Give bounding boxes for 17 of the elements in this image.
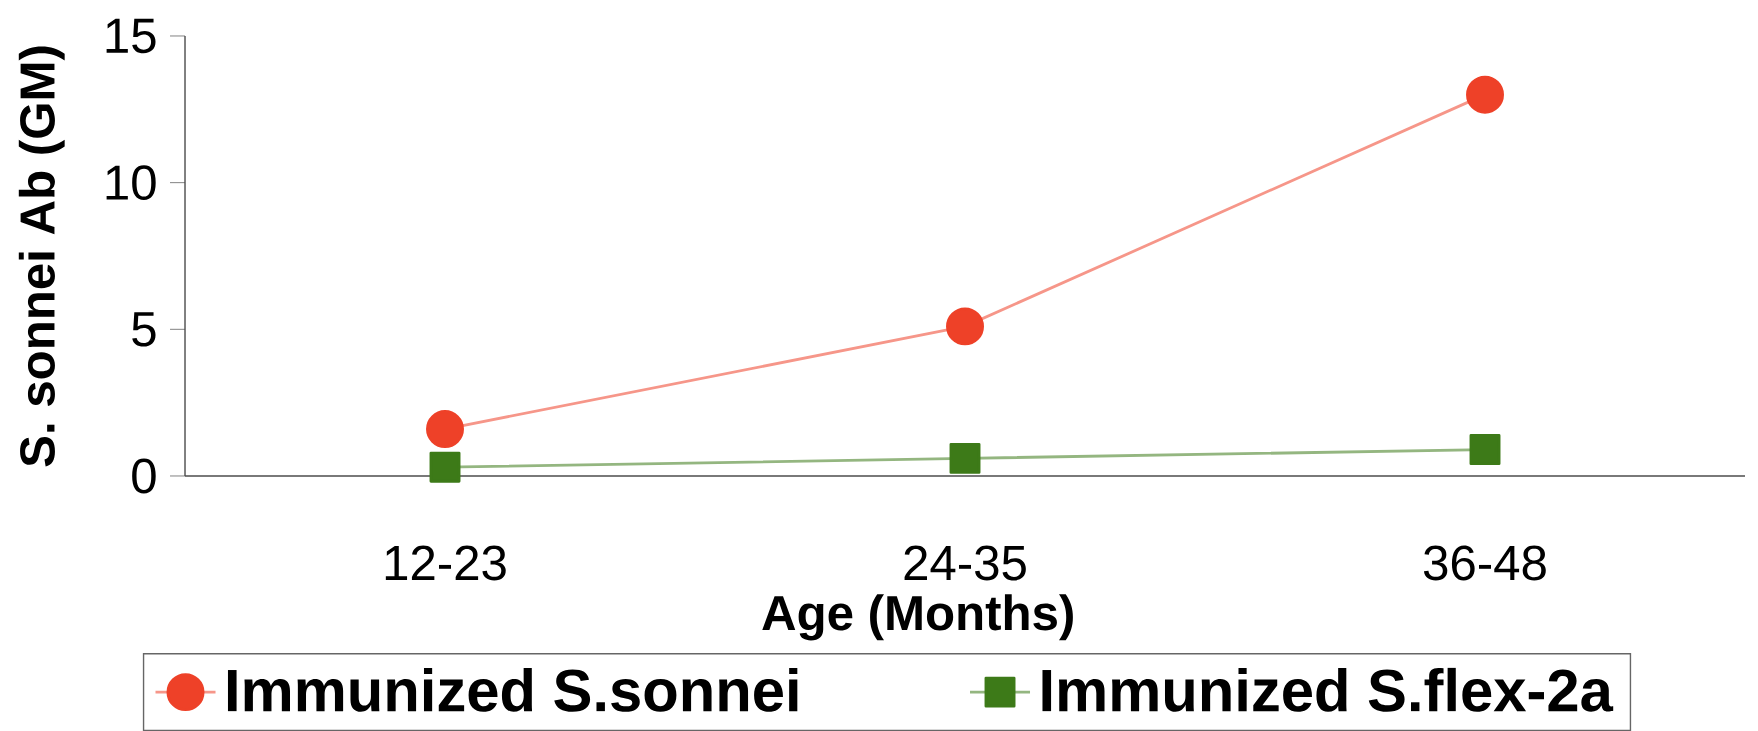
- y-axis-title: S. sonnei Ab (GM): [18, 46, 65, 467]
- y-tick-label: 15: [106, 18, 156, 54]
- point: [426, 410, 464, 449]
- y-tick-label: 10: [106, 165, 156, 201]
- y-tick-label: 0: [132, 458, 156, 494]
- x-axis-title: Age (Months): [762, 594, 1073, 641]
- x-tick-label: 36-48: [1423, 545, 1546, 581]
- y-tick-label: 5: [132, 312, 156, 347]
- point: [946, 307, 984, 346]
- point: [429, 451, 461, 483]
- point: [1466, 75, 1504, 114]
- x-tick-label: 24-35: [904, 545, 1026, 581]
- legend-label: Immunized S.sonnei: [227, 667, 798, 712]
- x-tick-label: 12-23: [385, 545, 506, 581]
- point: [1469, 434, 1501, 466]
- point: [949, 442, 981, 474]
- legend-label: Immunized S.flex-2a: [1042, 667, 1614, 712]
